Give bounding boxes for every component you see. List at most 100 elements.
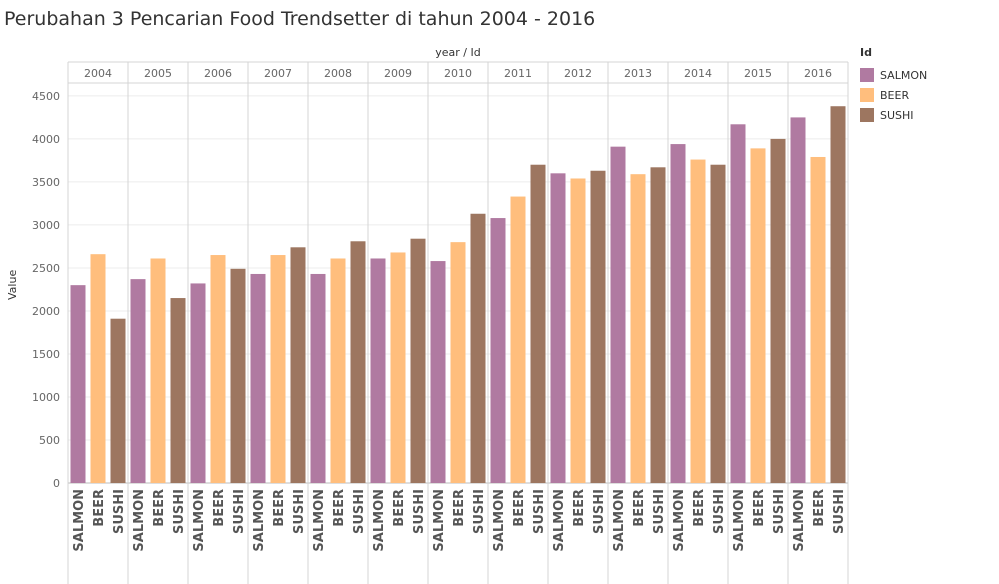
y-tick-label: 2000	[32, 305, 60, 318]
column-header-year: 2011	[504, 67, 532, 80]
bar-salmon	[430, 261, 446, 483]
y-tick-label: 4500	[32, 90, 60, 103]
bar-salmon	[550, 173, 566, 484]
x-tick-label: SALMON	[252, 489, 267, 552]
x-tick-label: BEER	[92, 489, 107, 527]
legend-label: SALMON	[880, 68, 928, 82]
column-header-year: 2010	[444, 67, 472, 80]
y-tick-label: 1000	[32, 391, 60, 404]
x-tick-label: SUSHI	[352, 489, 367, 534]
bar-sushi	[650, 167, 666, 483]
bar-sushi	[110, 318, 126, 483]
bar-sushi	[350, 241, 366, 483]
bar-beer	[330, 258, 346, 483]
x-tick-label: SUSHI	[652, 489, 667, 534]
x-tick-label: SUSHI	[232, 489, 247, 534]
column-header-label: year / Id	[435, 46, 481, 59]
bar-beer	[270, 255, 286, 483]
column-header-year: 2014	[684, 67, 712, 80]
column-header-year: 2007	[264, 67, 292, 80]
x-tick-label: SUSHI	[112, 489, 127, 534]
x-tick-label: BEER	[332, 489, 347, 527]
x-tick-label: SALMON	[732, 489, 747, 552]
column-header-year: 2012	[564, 67, 592, 80]
x-tick-label: SALMON	[312, 489, 327, 552]
x-tick-label: SUSHI	[712, 489, 727, 534]
bar-salmon	[190, 283, 206, 483]
bar-beer	[510, 196, 526, 483]
y-tick-label: 1500	[32, 348, 60, 361]
x-tick-label: BEER	[512, 489, 527, 527]
bar-beer	[810, 156, 826, 483]
y-tick-label: 4000	[32, 133, 60, 146]
bar-beer	[630, 174, 646, 483]
x-tick-label: BEER	[572, 489, 587, 527]
column-header-year: 2009	[384, 67, 412, 80]
x-tick-label: SALMON	[72, 489, 87, 552]
legend-swatch	[860, 108, 874, 122]
bar-salmon	[670, 144, 686, 484]
legend-label: SUSHI	[880, 108, 914, 122]
bar-salmon	[250, 273, 266, 483]
x-tick-label: BEER	[152, 489, 167, 527]
x-tick-label: SALMON	[432, 489, 447, 552]
bar-sushi	[830, 106, 846, 484]
legend: Id SALMON BEER SUSHI	[860, 46, 927, 125]
y-tick-label: 2500	[32, 262, 60, 275]
column-header-year: 2006	[204, 67, 232, 80]
legend-title: Id	[860, 46, 872, 59]
x-tick-label: SUSHI	[472, 489, 487, 534]
bar-sushi	[590, 170, 606, 483]
x-tick-label: SUSHI	[412, 489, 427, 534]
bar-sushi	[530, 164, 546, 483]
y-tick-label: 3500	[32, 176, 60, 189]
bar-beer	[570, 178, 586, 483]
bar-beer	[750, 148, 766, 483]
legend-swatch	[860, 68, 874, 82]
column-header-year: 2005	[144, 67, 172, 80]
bar-salmon	[370, 258, 386, 483]
bar-sushi	[770, 138, 786, 483]
y-tick-label: 0	[53, 477, 60, 490]
x-tick-label: SALMON	[192, 489, 207, 552]
x-tick-label: SUSHI	[832, 489, 847, 534]
legend-item-salmon[interactable]: SALMON	[860, 65, 927, 85]
x-tick-label: BEER	[212, 489, 227, 527]
bar-sushi	[290, 247, 306, 483]
x-tick-label: SUSHI	[532, 489, 547, 534]
legend-label: BEER	[880, 88, 910, 102]
bar-salmon	[730, 124, 746, 484]
x-tick-label: SALMON	[372, 489, 387, 552]
bar-beer	[450, 242, 466, 483]
bar-salmon	[610, 146, 626, 483]
bar-salmon	[70, 285, 86, 483]
bar-beer	[150, 258, 166, 483]
bar-beer	[690, 159, 706, 483]
x-tick-label: BEER	[452, 489, 467, 527]
bar-beer	[390, 252, 406, 483]
column-header-year: 2008	[324, 67, 352, 80]
x-tick-label: SALMON	[672, 489, 687, 552]
bar-sushi	[230, 268, 246, 483]
bar-salmon	[310, 273, 326, 483]
bar-salmon	[790, 117, 806, 483]
bar-beer	[210, 255, 226, 483]
legend-item-sushi[interactable]: SUSHI	[860, 105, 927, 125]
x-tick-label: BEER	[752, 489, 767, 527]
column-header-year: 2004	[84, 67, 112, 80]
bar-salmon	[490, 218, 506, 483]
x-tick-label: SUSHI	[292, 489, 307, 534]
x-tick-label: SUSHI	[172, 489, 187, 534]
column-header-year: 2013	[624, 67, 652, 80]
chart-title: Perubahan 3 Pencarian Food Trendsetter d…	[4, 8, 596, 30]
y-tick-label: 500	[39, 434, 60, 447]
bar-sushi	[410, 238, 426, 483]
x-tick-label: SALMON	[132, 489, 147, 552]
x-tick-label: SALMON	[552, 489, 567, 552]
x-tick-label: SUSHI	[772, 489, 787, 534]
x-tick-label: BEER	[392, 489, 407, 527]
x-tick-label: SALMON	[492, 489, 507, 552]
x-tick-label: SALMON	[612, 489, 627, 552]
legend-item-beer[interactable]: BEER	[860, 85, 927, 105]
column-header-year: 2016	[804, 67, 832, 80]
